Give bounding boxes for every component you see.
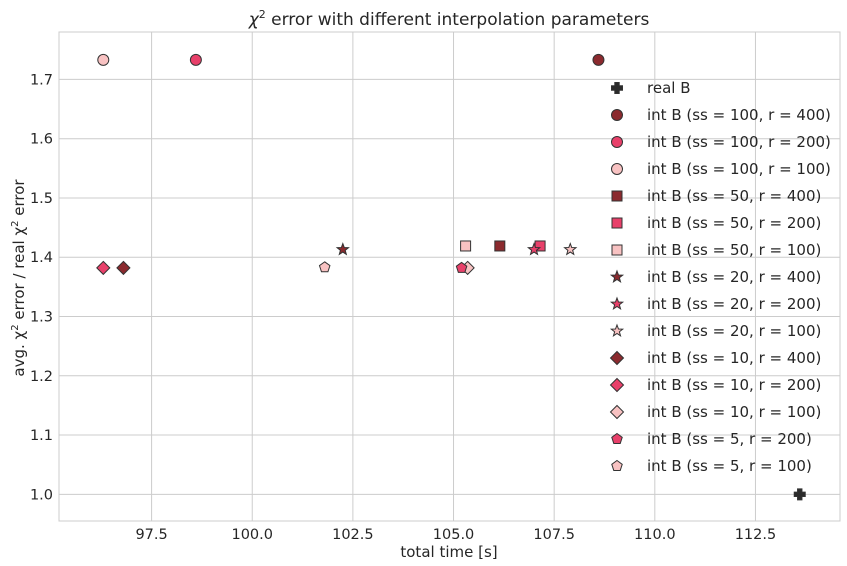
- legend-item-label: int B (ss = 10, r = 100): [647, 403, 821, 421]
- legend-item-label: int B (ss = 10, r = 400): [647, 349, 821, 367]
- y-tick-label: 1.5: [30, 191, 53, 207]
- legend-marker-star: [609, 296, 625, 311]
- legend-marker-square: [611, 217, 623, 229]
- legend-item-label: int B (ss = 100, r = 200): [647, 133, 831, 151]
- x-tick-label: 105.0: [433, 527, 475, 543]
- y-label-part-1: avg. χ: [10, 330, 28, 376]
- data-point-circle: [97, 53, 110, 66]
- legend: real B int B (ss = 100, r = 400) int B (ss…: [609, 79, 831, 475]
- y-label-sup-2: 2: [10, 221, 21, 227]
- y-tick-label: 1.3: [30, 310, 53, 326]
- y-tick-label: 1.1: [30, 428, 53, 444]
- x-axis-label: total time [s]: [400, 543, 497, 561]
- x-axis-ticks: 97.5 100.0 102.5 105.0 107.5 110.0 112.5: [135, 527, 776, 543]
- plot-frame: [58, 31, 841, 522]
- data-points: [96, 53, 806, 501]
- y-tick-label: 1.6: [30, 132, 53, 148]
- y-tick-label: 1.0: [30, 487, 53, 503]
- legend-item-label: int B (ss = 100, r = 400): [647, 106, 831, 124]
- y-label-sup-1: 2: [10, 324, 21, 330]
- legend-marker-star: [609, 269, 625, 284]
- legend-marker-star: [609, 323, 625, 338]
- y-tick-label: 1.2: [30, 369, 53, 385]
- data-point-pentagon: [455, 261, 468, 273]
- data-point-circle: [592, 53, 605, 66]
- chart-title: χ2 error with different interpolation pa…: [248, 8, 650, 30]
- legend-marker-plus: [611, 82, 623, 94]
- data-point-pentagon: [318, 261, 331, 273]
- data-point-circle: [189, 53, 202, 66]
- legend-item-label: int B (ss = 20, r = 200): [647, 295, 821, 313]
- legend-item-label: int B (ss = 20, r = 100): [647, 322, 821, 340]
- data-point-star: [563, 242, 578, 256]
- x-tick-label: 107.5: [533, 527, 575, 543]
- data-point-square: [460, 240, 472, 252]
- legend-marker-circle: [611, 109, 623, 121]
- legend-item-label: int B (ss = 50, r = 400): [647, 187, 821, 205]
- y-label-part-2: error / real χ: [10, 227, 28, 325]
- legend-marker-diamond: [609, 350, 625, 366]
- x-tick-label: 112.5: [735, 527, 777, 543]
- x-tick-label: 97.5: [135, 527, 167, 543]
- data-point-square: [494, 240, 506, 252]
- y-label-part-3: error: [10, 179, 28, 221]
- legend-item-label: int B (ss = 20, r = 400): [647, 268, 821, 286]
- legend-marker-square: [611, 190, 623, 202]
- data-point-plus: [793, 488, 806, 501]
- legend-item-label: int B (ss = 5, r = 100): [647, 457, 812, 475]
- data-point-star: [526, 242, 542, 256]
- y-tick-label: 1.7: [30, 72, 53, 88]
- legend-marker-diamond: [609, 404, 625, 420]
- legend-item-label: int B (ss = 50, r = 100): [647, 241, 821, 259]
- data-point-diamond: [96, 260, 111, 276]
- plot-area: [59, 32, 840, 521]
- y-tick-label: 1.4: [30, 250, 53, 266]
- grid-lines: [59, 32, 840, 521]
- legend-item-label: int B (ss = 50, r = 200): [647, 214, 821, 232]
- y-axis-label: avg. χ2 error / real χ2 error: [10, 179, 28, 377]
- x-tick-label: 102.5: [332, 527, 374, 543]
- x-tick-label: 110.0: [634, 527, 676, 543]
- legend-marker-circle: [611, 163, 623, 175]
- legend-item-label: real B: [647, 79, 690, 97]
- legend-marker-diamond: [609, 377, 625, 393]
- data-point-diamond: [116, 260, 131, 276]
- legend-item-label: int B (ss = 10, r = 200): [647, 376, 821, 394]
- x-tick-label: 100.0: [231, 527, 273, 543]
- legend-marker-square: [611, 244, 623, 256]
- data-point-star: [335, 242, 350, 256]
- legend-marker-pentagon: [611, 459, 623, 471]
- legend-item-label: int B (ss = 100, r = 100): [647, 160, 831, 178]
- legend-item-label: int B (ss = 5, r = 200): [647, 430, 812, 448]
- legend-marker-circle: [611, 136, 623, 148]
- legend-marker-pentagon: [611, 432, 623, 444]
- y-axis-ticks: 1.0 1.1 1.2 1.3 1.4 1.5 1.6 1.7: [30, 72, 53, 503]
